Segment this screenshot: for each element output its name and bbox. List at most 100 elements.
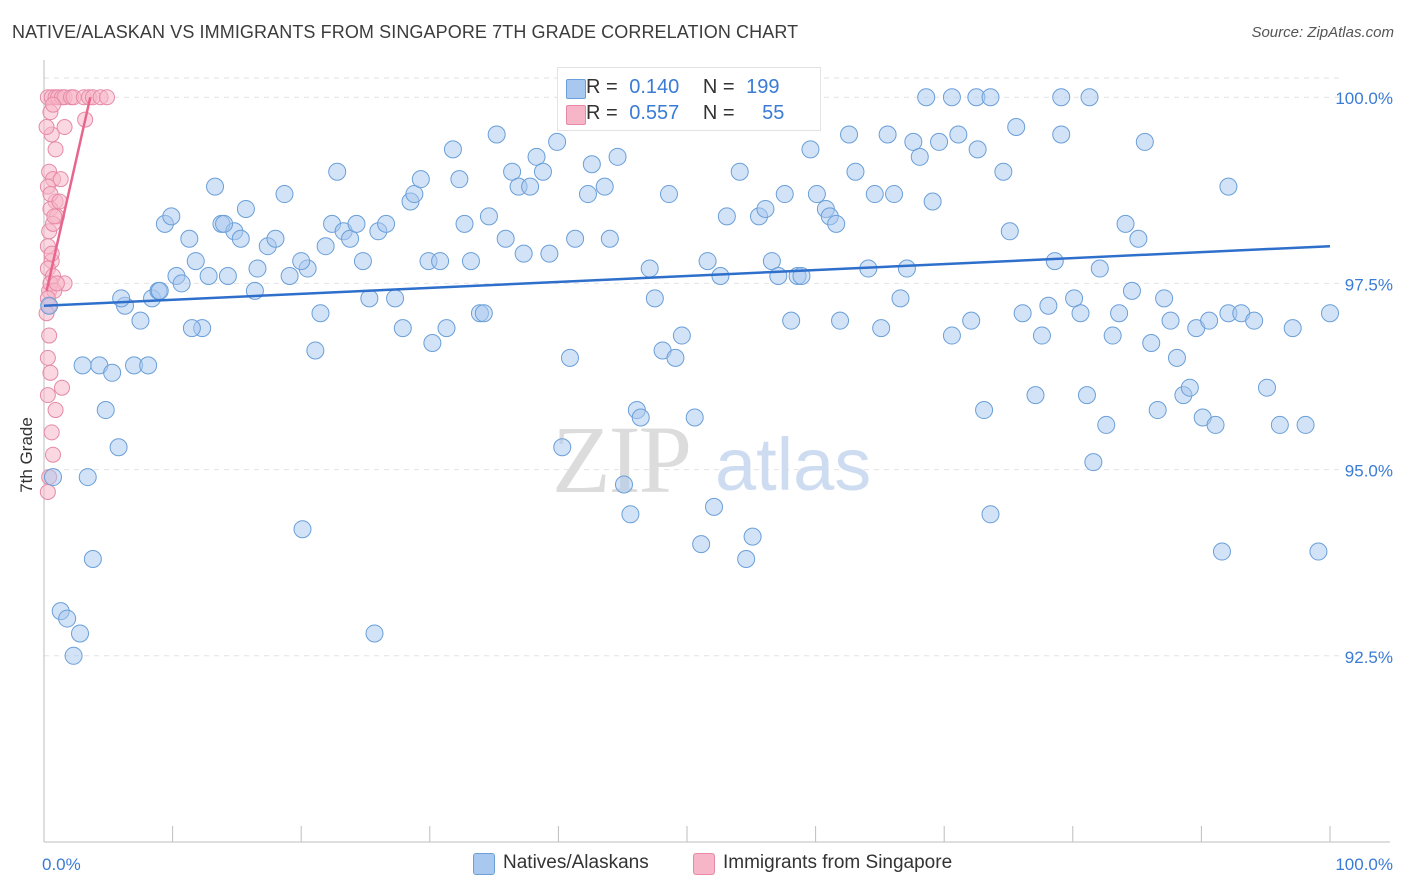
blue-point-189 [1309, 542, 1328, 561]
blue-point-145 [1039, 296, 1058, 315]
blue-point-90 [631, 408, 650, 427]
x-tick-label-0: 0.0% [42, 855, 81, 874]
pink-point-38 [41, 327, 58, 344]
n-label: N = [702, 102, 735, 124]
blue-point-23 [186, 252, 205, 271]
blue-point-11 [109, 438, 128, 457]
blue-point-135 [962, 311, 981, 330]
blue-point-146 [1045, 252, 1064, 271]
pink-point-41 [54, 379, 71, 396]
blue-point-176 [981, 88, 1000, 107]
blue-point-105 [743, 527, 762, 546]
legend-item-singapore[interactable]: Immigrants from Singapore [693, 852, 952, 875]
blue-point-92 [645, 289, 664, 308]
blue-point-144 [1032, 326, 1051, 345]
pink-point-17 [47, 141, 64, 158]
blue-point-71 [503, 162, 522, 181]
stats-legend: R = 0.140 N = 199 R = 0.557 N = 55 [557, 67, 821, 131]
blue-point-119 [831, 311, 850, 330]
legend-item-natives[interactable]: Natives/Alaskans [473, 852, 649, 875]
blue-point-101 [711, 266, 730, 285]
blue-point-170 [1206, 415, 1225, 434]
blue-point-47 [347, 214, 366, 233]
blue-point-104 [737, 549, 756, 568]
blue-point-42 [316, 237, 335, 256]
blue-point-61 [437, 319, 456, 338]
blue-point-137 [975, 401, 994, 420]
blue-point-156 [1116, 214, 1135, 233]
blue-point-44 [328, 162, 347, 181]
blue-point-97 [685, 408, 704, 427]
blue-point-139 [994, 162, 1013, 181]
trend-line-singapore [45, 96, 92, 292]
trend-line-natives [43, 244, 1331, 308]
source-label: Source: ZipAtlas.com [1251, 24, 1394, 41]
blue-point-38 [293, 520, 312, 539]
n-value: 55 [762, 102, 785, 124]
blue-point-143 [1026, 386, 1045, 405]
blue-point-50 [365, 624, 384, 643]
blue-point-166 [1180, 378, 1199, 397]
blue-point-118 [827, 214, 846, 233]
watermark-zip: ZIP [552, 406, 690, 513]
blue-point-56 [405, 185, 424, 204]
blue-point-82 [578, 185, 597, 204]
blue-point-1 [44, 468, 63, 487]
blue-point-21 [172, 274, 191, 293]
blue-point-138 [981, 505, 1000, 524]
y-tick-label-2: 95.0% [1345, 462, 1393, 481]
blue-point-148 [1065, 289, 1084, 308]
n-label: N = [702, 76, 735, 98]
blue-point-46 [341, 229, 360, 248]
blue-point-59 [423, 334, 442, 353]
blue-point-63 [450, 170, 469, 189]
y-tick-label-1: 97.5% [1345, 275, 1393, 294]
watermark: ZIP atlas [552, 406, 871, 513]
blue-point-14 [131, 311, 150, 330]
trend-lines [43, 96, 1331, 308]
blue-point-60 [431, 252, 450, 271]
blue-point-99 [698, 252, 717, 271]
blue-point-190 [1321, 304, 1339, 323]
blue-point-140 [1000, 222, 1019, 241]
blue-point-123 [865, 185, 884, 204]
pink-point-43 [47, 402, 64, 419]
blue-point-33 [248, 259, 267, 278]
blue-point-130 [910, 147, 929, 166]
pink-point-40 [42, 364, 59, 381]
pink-point-53 [38, 119, 55, 136]
blue-point-80 [560, 348, 579, 367]
blue-point-115 [807, 185, 826, 204]
blue-point-178 [1080, 88, 1099, 107]
blue-point-173 [917, 88, 936, 107]
blue-point-81 [566, 229, 585, 248]
blue-point-120 [840, 125, 859, 144]
pink-point-14 [56, 119, 73, 136]
natives-swatch [473, 853, 495, 875]
blue-point-195 [215, 214, 234, 233]
blue-point-162 [1155, 289, 1174, 308]
pink-point-52 [48, 275, 65, 292]
blue-point-153 [1097, 415, 1116, 434]
blue-point-149 [1071, 304, 1090, 323]
blue-point-78 [548, 132, 567, 151]
blue-point-91 [640, 259, 659, 278]
blue-point-125 [878, 125, 897, 144]
blue-point-52 [377, 214, 396, 233]
blue-point-193 [73, 356, 92, 375]
pink-point-49 [46, 208, 63, 225]
blue-point-74 [521, 177, 540, 196]
r-value: 0.140 [629, 76, 680, 98]
blue-point-126 [885, 185, 904, 204]
blue-point-25 [199, 266, 218, 285]
r-value: 0.557 [629, 102, 680, 124]
blue-point-132 [930, 132, 949, 151]
blue-point-70 [496, 229, 515, 248]
blue-point-54 [393, 319, 412, 338]
blue-point-109 [769, 266, 788, 285]
stats-row-blue: R = 0.140 N = 199 [566, 76, 780, 100]
blue-point-121 [846, 162, 865, 181]
blue-point-188 [1296, 415, 1315, 434]
blue-point-154 [1103, 326, 1122, 345]
